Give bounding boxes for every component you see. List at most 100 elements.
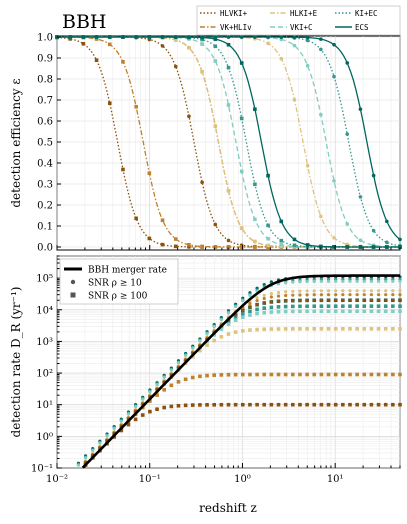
- rate-point: [305, 293, 309, 297]
- rate-point: [119, 428, 124, 433]
- rate-point: [355, 293, 359, 297]
- efficiency-point: [345, 132, 350, 136]
- rate-point: [298, 402, 302, 407]
- rate-point: [262, 310, 267, 315]
- efficiency-point: [292, 35, 297, 39]
- rate-point: [298, 327, 302, 331]
- rate-point: [369, 304, 374, 308]
- rate-point: [312, 309, 317, 314]
- efficiency-point: [398, 245, 402, 249]
- rate-point: [355, 289, 359, 293]
- rate-point: [305, 304, 309, 309]
- rate-point: [176, 361, 181, 365]
- rate-point: [134, 404, 138, 409]
- rate-point: [391, 279, 395, 283]
- rate-point: [119, 419, 123, 423]
- rate-point: [269, 327, 274, 331]
- rate-point: [312, 293, 316, 297]
- rate-point: [269, 310, 274, 314]
- rate-point: [348, 279, 352, 283]
- rate-point: [226, 311, 231, 315]
- rate-point: [155, 383, 159, 387]
- efficiency-point: [279, 56, 284, 61]
- efficiency-point: [239, 245, 244, 249]
- efficiency-point: [160, 44, 165, 48]
- rate-point: [241, 308, 245, 313]
- rate-point: [383, 372, 388, 377]
- rate-point: [169, 368, 173, 372]
- efficiency-point: [266, 35, 270, 39]
- efficiency-point: [134, 35, 138, 39]
- rate-point: [369, 293, 374, 297]
- rate-point: [391, 289, 395, 293]
- efficiency-point: [213, 124, 218, 128]
- rate-point: [219, 334, 224, 339]
- y-tick-label: 0.6: [37, 117, 53, 128]
- efficiency-point: [187, 35, 191, 39]
- rate-point: [326, 279, 331, 283]
- efficiency-point: [371, 245, 376, 249]
- rate-point: [283, 327, 288, 331]
- efficiency-point: [279, 244, 284, 249]
- efficiency-point: [107, 42, 112, 47]
- rate-point: [148, 399, 152, 403]
- rate-point: [226, 372, 231, 377]
- rate-point: [98, 441, 102, 445]
- rate-point: [255, 307, 259, 312]
- rate-point: [369, 279, 374, 283]
- legend-label: SNR ρ ≥ 10: [88, 279, 142, 289]
- rate-point: [248, 309, 252, 314]
- efficiency-point: [385, 245, 389, 249]
- rate-point: [362, 289, 366, 293]
- efficiency-point: [226, 103, 231, 107]
- efficiency-point: [345, 222, 350, 226]
- rate-point: [398, 279, 402, 283]
- efficiency-point: [200, 244, 204, 249]
- rate-point: [276, 402, 281, 407]
- rate-point: [269, 402, 274, 407]
- efficiency-point: [319, 214, 323, 219]
- rate-point: [219, 402, 224, 407]
- rate-point: [334, 298, 338, 302]
- rate-point: [226, 320, 231, 324]
- rate-point: [191, 346, 195, 350]
- efficiency-point: [107, 35, 112, 39]
- efficiency-point: [279, 242, 284, 247]
- rate-point: [169, 383, 174, 388]
- efficiency-point: [371, 173, 376, 178]
- rate-point: [398, 304, 402, 308]
- rate-point: [383, 304, 388, 308]
- efficiency-point: [358, 238, 363, 243]
- rate-point: [376, 289, 381, 293]
- rate-point: [312, 327, 317, 331]
- rate-point: [362, 402, 367, 407]
- rate-point: [326, 304, 331, 308]
- rate-point: [291, 304, 295, 309]
- rate-curves: [76, 274, 402, 469]
- efficiency-point: [345, 245, 350, 249]
- efficiency-y-label: detection efficiency ε: [9, 78, 23, 207]
- rate-point: [226, 402, 231, 407]
- rate-x-label: redshift z: [199, 501, 257, 515]
- efficiency-point: [292, 243, 297, 248]
- efficiency-point: [332, 74, 336, 79]
- efficiency-point: [213, 44, 218, 49]
- rate-point: [276, 305, 281, 309]
- efficiency-point: [187, 114, 191, 119]
- rate-point: [376, 298, 381, 302]
- rate-point: [248, 305, 252, 309]
- rate-point: [283, 304, 288, 309]
- efficiency-point: [332, 179, 336, 183]
- rate-point: [362, 279, 366, 283]
- rate-point: [248, 313, 252, 317]
- rate-point: [148, 390, 152, 394]
- rate-point: [269, 372, 274, 377]
- rate-point: [155, 393, 159, 397]
- efficiency-point: [160, 218, 165, 223]
- efficiency-point: [385, 240, 389, 245]
- merger-rate-curve: [81, 274, 400, 469]
- rate-point: [312, 298, 316, 302]
- efficiency-point: [319, 112, 323, 117]
- rate-point: [148, 409, 152, 414]
